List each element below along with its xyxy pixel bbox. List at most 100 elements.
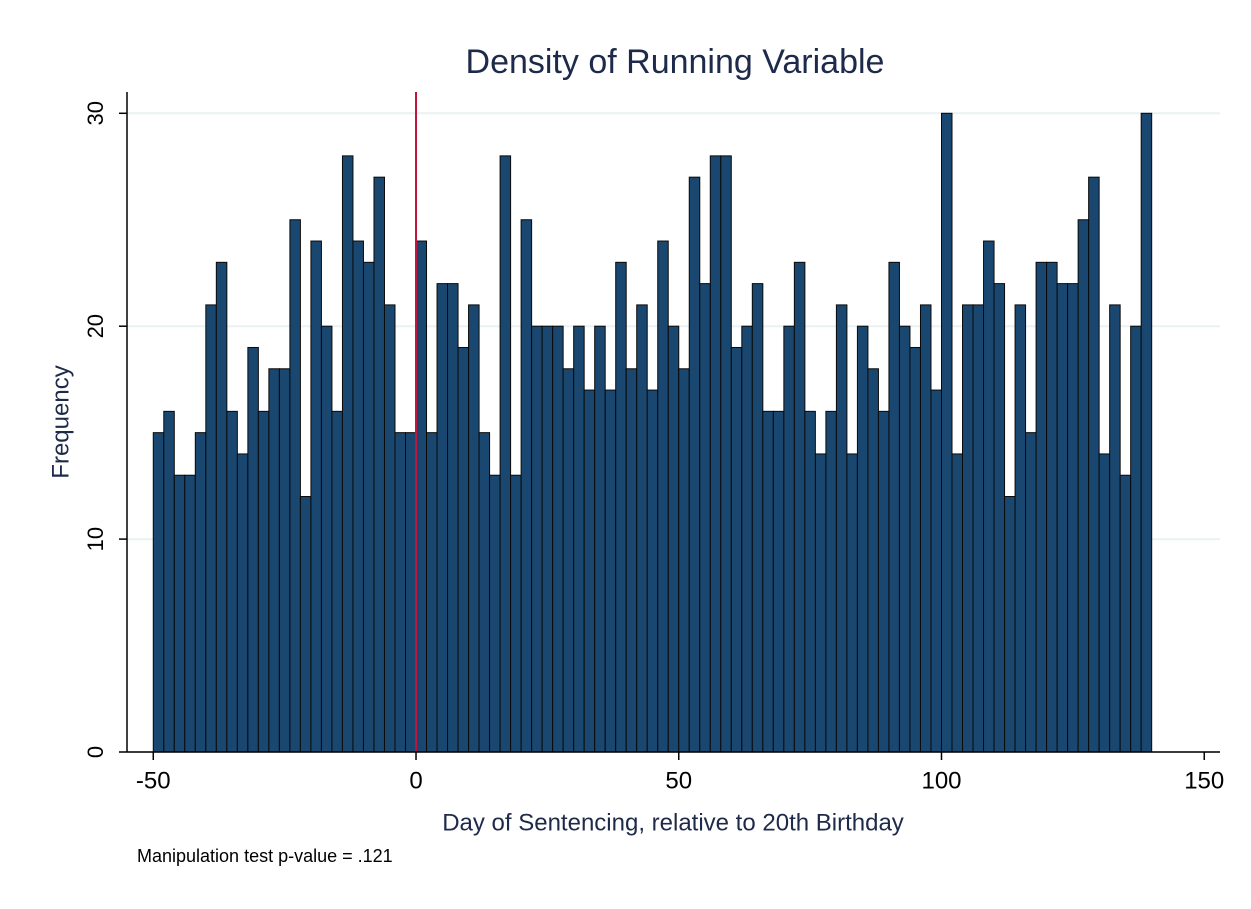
- bar: [720, 155, 732, 753]
- bar: [362, 261, 375, 753]
- bar: [531, 325, 543, 753]
- bar: [678, 368, 690, 753]
- bar: [583, 389, 596, 753]
- bar: [1088, 176, 1100, 753]
- bar: [520, 219, 533, 753]
- bar: [320, 325, 333, 753]
- bar: [951, 453, 964, 753]
- bar: [772, 410, 785, 753]
- x-tick-label: -50: [136, 767, 171, 794]
- bar: [793, 261, 806, 753]
- bar: [604, 389, 617, 753]
- bar: [919, 304, 932, 753]
- bar: [499, 155, 512, 753]
- bar: [299, 496, 312, 753]
- bar: [962, 304, 974, 753]
- bar: [751, 283, 764, 753]
- bar: [394, 432, 407, 753]
- chart-title: Density of Running Variable: [466, 43, 885, 81]
- bar: [888, 261, 900, 753]
- bar: [1140, 112, 1153, 753]
- bar: [867, 368, 879, 753]
- bar: [447, 283, 459, 753]
- bar: [289, 219, 301, 753]
- bar: [846, 453, 858, 753]
- bar: [930, 389, 942, 753]
- bar: [352, 240, 364, 753]
- y-tick-label: 0: [83, 746, 108, 758]
- bar: [730, 346, 743, 753]
- bar: [194, 432, 207, 753]
- bar: [405, 432, 417, 753]
- y-axis-label: Frequency: [47, 365, 74, 478]
- bar: [625, 368, 638, 753]
- bar: [856, 325, 869, 753]
- bar: [699, 283, 711, 753]
- bar: [510, 474, 522, 753]
- bar: [383, 304, 396, 753]
- x-axis-label: Day of Sentencing, relative to 20th Birt…: [442, 809, 904, 836]
- bar: [814, 453, 827, 753]
- bar: [877, 410, 890, 753]
- bar: [688, 176, 701, 753]
- bar: [993, 283, 1006, 753]
- bar: [489, 474, 501, 753]
- bar: [1119, 474, 1132, 753]
- x-tick-label: 0: [409, 767, 422, 794]
- bar: [541, 325, 554, 753]
- bar: [573, 325, 585, 753]
- bar: [1056, 283, 1069, 753]
- bar: [825, 410, 837, 753]
- bar: [152, 432, 165, 753]
- bar: [562, 368, 575, 753]
- bar: [478, 432, 491, 753]
- bar: [205, 304, 217, 753]
- bar: [1014, 304, 1027, 753]
- bar: [667, 325, 680, 753]
- bar: [426, 432, 438, 753]
- y-tick-label: 30: [83, 101, 108, 125]
- bar: [1067, 283, 1079, 753]
- bar: [1035, 261, 1048, 753]
- bar: [972, 304, 985, 753]
- bar: [226, 410, 238, 753]
- bar: [909, 346, 921, 753]
- bar: [415, 240, 428, 753]
- note: Manipulation test p-value = .121: [137, 846, 393, 866]
- bar: [804, 410, 816, 753]
- bar: [552, 325, 564, 753]
- bar: [257, 410, 270, 753]
- x-tick-label: 100: [921, 767, 961, 794]
- bar: [1077, 219, 1090, 753]
- bar: [657, 240, 669, 753]
- bar: [646, 389, 659, 753]
- bar: [762, 410, 774, 753]
- bar: [636, 304, 648, 753]
- bar: [898, 325, 911, 753]
- x-tick-label: 50: [665, 767, 692, 794]
- bar: [983, 240, 995, 753]
- bar: [835, 304, 848, 753]
- bar: [1004, 496, 1016, 753]
- bar: [1130, 325, 1142, 753]
- bar: [215, 261, 228, 753]
- bar: [247, 346, 259, 753]
- bar: [373, 176, 385, 753]
- bar: [594, 325, 606, 753]
- y-tick-label: 10: [83, 527, 108, 551]
- bar: [1025, 432, 1037, 753]
- bar: [1098, 453, 1111, 753]
- bar: [173, 474, 186, 753]
- x-tick-label: 150: [1184, 767, 1224, 794]
- bar: [1109, 304, 1121, 753]
- bar: [940, 112, 953, 753]
- bar: [436, 283, 449, 753]
- bar: [278, 368, 291, 753]
- y-tick-label: 20: [83, 314, 108, 338]
- bar: [468, 304, 480, 753]
- bar: [709, 155, 722, 753]
- bar: [1046, 261, 1058, 753]
- bar: [184, 474, 196, 753]
- bar: [741, 325, 753, 753]
